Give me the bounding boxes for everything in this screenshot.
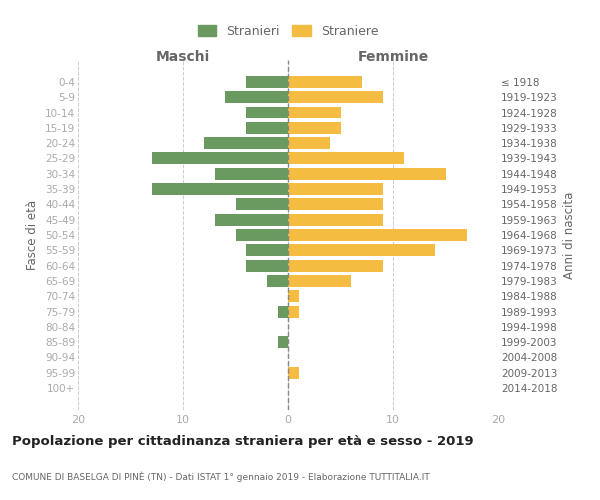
- Bar: [288, 260, 383, 272]
- Bar: [277, 306, 288, 318]
- Bar: [288, 168, 445, 179]
- Bar: [246, 244, 288, 256]
- Bar: [288, 214, 383, 226]
- Bar: [215, 214, 288, 226]
- Text: Femmine: Femmine: [358, 50, 428, 64]
- Legend: Stranieri, Straniere: Stranieri, Straniere: [194, 21, 382, 42]
- Bar: [288, 198, 383, 210]
- Bar: [246, 76, 288, 88]
- Bar: [225, 91, 288, 103]
- Bar: [151, 183, 288, 195]
- Bar: [288, 306, 299, 318]
- Y-axis label: Fasce di età: Fasce di età: [26, 200, 40, 270]
- Bar: [235, 198, 288, 210]
- Bar: [288, 183, 383, 195]
- Text: Maschi: Maschi: [156, 50, 210, 64]
- Bar: [246, 106, 288, 118]
- Bar: [288, 91, 383, 103]
- Bar: [288, 76, 361, 88]
- Bar: [277, 336, 288, 348]
- Bar: [246, 260, 288, 272]
- Y-axis label: Anni di nascita: Anni di nascita: [563, 192, 576, 278]
- Bar: [215, 168, 288, 179]
- Bar: [288, 244, 435, 256]
- Bar: [288, 275, 351, 287]
- Bar: [246, 122, 288, 134]
- Text: Popolazione per cittadinanza straniera per età e sesso - 2019: Popolazione per cittadinanza straniera p…: [12, 435, 473, 448]
- Text: COMUNE DI BASELGA DI PINÈ (TN) - Dati ISTAT 1° gennaio 2019 - Elaborazione TUTTI: COMUNE DI BASELGA DI PINÈ (TN) - Dati IS…: [12, 472, 430, 482]
- Bar: [288, 290, 299, 302]
- Bar: [235, 229, 288, 241]
- Bar: [267, 275, 288, 287]
- Bar: [288, 137, 330, 149]
- Bar: [204, 137, 288, 149]
- Bar: [288, 229, 467, 241]
- Bar: [151, 152, 288, 164]
- Bar: [288, 152, 404, 164]
- Bar: [288, 122, 341, 134]
- Bar: [288, 367, 299, 379]
- Bar: [288, 106, 341, 118]
